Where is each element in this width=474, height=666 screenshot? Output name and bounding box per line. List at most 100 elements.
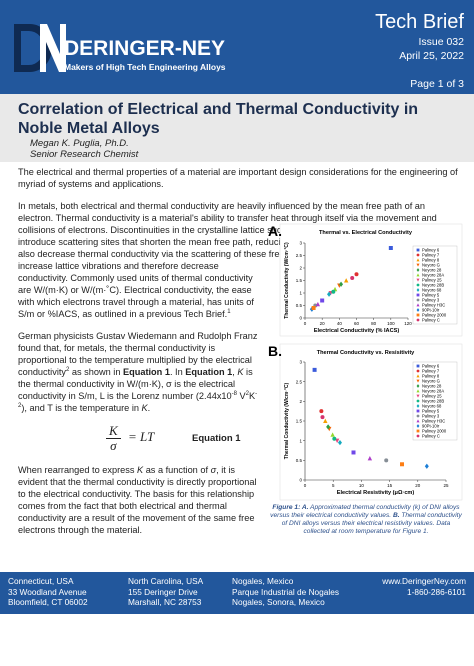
chart-letter: B. [268, 343, 282, 359]
legend-marker [416, 419, 420, 423]
legend-label: Paliney 3 [422, 298, 440, 303]
figure-caption: Figure 1: A. Approximated thermal conduc… [270, 504, 462, 536]
legend-label: Paliney 3 [422, 414, 440, 419]
legend-label: Neyoro G [422, 263, 440, 268]
legend-marker [416, 293, 420, 297]
legend-marker [416, 313, 420, 317]
legend-marker [416, 389, 420, 393]
legend-marker [416, 429, 420, 433]
title-band: Correlation of Electrical and Thermal Co… [0, 94, 474, 162]
legend-label: Paliney 7 [422, 369, 440, 374]
doc-type: Tech Brief [375, 11, 464, 33]
y-tick-label: 2.5 [296, 253, 303, 258]
y-axis-label: Thermal Conductivity (W/cm·°C) [284, 242, 290, 319]
legend-marker [416, 303, 420, 307]
data-point [323, 418, 328, 423]
x-tick-label: 5 [332, 483, 335, 488]
symbol: σ [210, 465, 217, 475]
y-tick-label: 1.5 [296, 278, 303, 283]
data-point [315, 301, 321, 307]
caption-text: Approximated thermal conductivity (k) of… [270, 504, 460, 519]
data-point [332, 436, 337, 441]
text: is the thermal conductivity in W/(m·K), … [18, 367, 253, 401]
exponent: -8 [231, 390, 237, 397]
paragraph: When rearranged to express K as a functi… [18, 464, 458, 536]
legend-marker [416, 263, 420, 267]
address-line: 33 Woodland Avenue [8, 586, 87, 597]
legend-marker [416, 258, 420, 262]
y-axis-label: Thermal Conductivity (W/cm·°C) [284, 382, 290, 459]
x-tick-label: 10 [359, 483, 365, 488]
text: . In [169, 367, 186, 377]
legend-marker [416, 369, 420, 373]
chart-letter: A. [268, 223, 282, 239]
paragraph: The electrical and thermal properties of… [18, 166, 458, 190]
x-tick-label: 120 [404, 321, 412, 326]
data-point [337, 440, 342, 446]
x-tick-label: 0 [304, 321, 307, 326]
y-tick-label: 1.5 [296, 419, 303, 424]
legend-label: Neyoro G [422, 379, 440, 384]
denominator: σ [110, 438, 117, 453]
data-point [311, 306, 316, 310]
legend-marker [416, 298, 420, 302]
legend-label: Paliney H3C [422, 303, 445, 308]
legend-marker [416, 253, 420, 257]
tagline: Makers of High Tech Engineering Alloys [64, 62, 226, 72]
legend-label: Neyoro 28A [422, 389, 444, 394]
x-tick-label: 15 [387, 483, 393, 488]
address-line: Nogales, Sonora, Mexico [232, 597, 325, 607]
text: as a function of [143, 465, 211, 475]
author-role: Senior Research Chemist [30, 149, 139, 160]
numerator: K [106, 424, 121, 439]
x-tick-label: 100 [387, 321, 395, 326]
address-line: Parque Industrial de Nogales [232, 586, 340, 597]
website[interactable]: www.DeringerNey.com [382, 576, 466, 586]
legend-marker [416, 399, 420, 403]
chart-title: Thermal Conductivity vs. Resisitivity [317, 350, 415, 356]
legend-marker [416, 379, 420, 383]
data-point [400, 462, 405, 467]
phone: 1-860-286-6101 [406, 586, 466, 597]
page-number: Page 1 of 3 [410, 78, 464, 90]
footnote-ref: 2 [66, 366, 70, 373]
text: V [236, 391, 246, 401]
data-point [367, 455, 373, 461]
legend-label: Paliney 5 [422, 409, 440, 414]
text: The electrical and thermal properties of… [18, 167, 458, 189]
legend-label: Paliney 25 [422, 394, 442, 399]
legend-label: Paliney 7 [422, 253, 440, 258]
header: DERINGER-NEY Makers of High Tech Enginee… [0, 0, 474, 94]
text: K [249, 391, 256, 401]
legend-label: Paliney C [422, 318, 440, 323]
data-point [344, 278, 349, 283]
page: {"header":{"company":"DERINGER-NEY","tag… [0, 0, 474, 614]
legend-marker [416, 278, 420, 282]
y-tick-label: 0 [299, 478, 302, 483]
text: , it is evident that the thermal conduct… [18, 465, 257, 535]
text: In metals, both electrical and thermal c… [18, 201, 448, 319]
legend-label: Paliney 2000 [422, 429, 447, 434]
logo-n [40, 24, 66, 72]
text: When rearranged to express [18, 465, 137, 475]
legend-label: Paliney 8 [422, 258, 440, 263]
symbol: K [237, 367, 244, 377]
text: as shown in [69, 367, 123, 377]
caption-text: B. [392, 512, 400, 519]
y-tick-label: 1 [299, 438, 302, 443]
legend-marker [416, 268, 420, 272]
body-text: The electrical and thermal properties of… [18, 166, 458, 666]
author: Megan K. Puglia, Ph.D. [30, 138, 129, 149]
legend-marker [416, 283, 420, 287]
x-tick-label: 20 [320, 321, 326, 326]
legend-label: Paliney H3C [422, 419, 445, 424]
y-tick-label: 1 [299, 291, 302, 296]
equation-label: Equation 1 [192, 433, 241, 444]
legend-label: Paliney 6 [422, 248, 440, 253]
caption-text: Figure 1: [272, 504, 302, 511]
data-point [388, 246, 393, 250]
date: April 25, 2022 [399, 50, 464, 62]
address-line: Bloomfield, CT 06002 [8, 597, 88, 607]
